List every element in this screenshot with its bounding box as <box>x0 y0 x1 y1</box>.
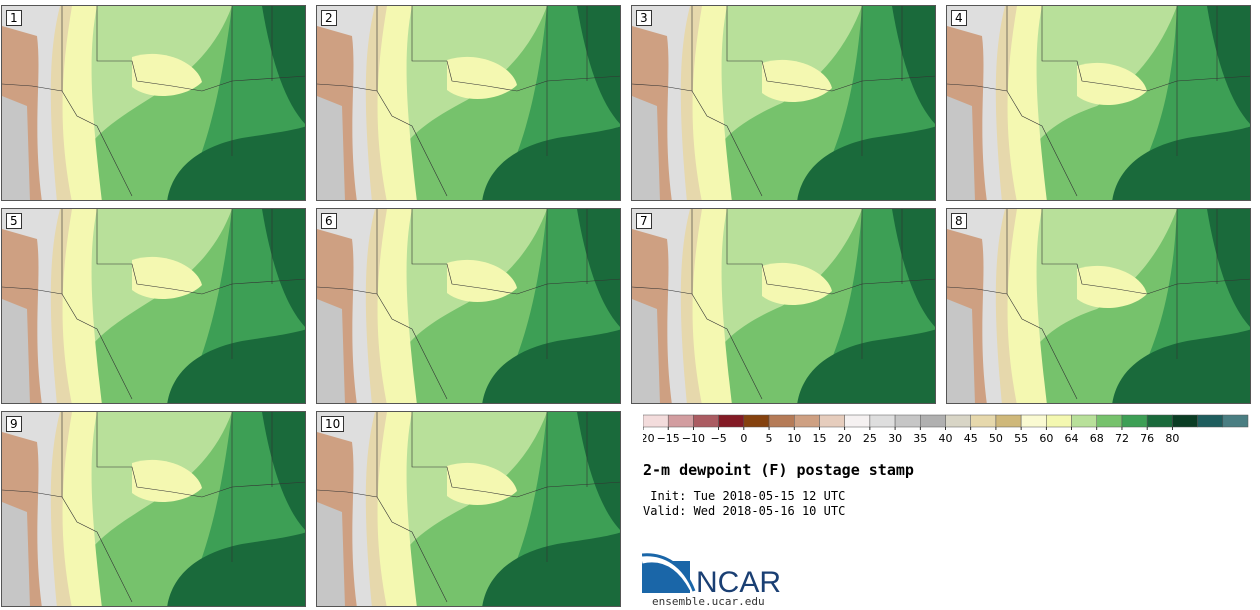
member-number: 1 <box>6 10 22 26</box>
logo-url: ensemble.ucar.edu <box>652 595 765 608</box>
colorbar-swatch <box>945 414 971 428</box>
colorbar-tick-label: 25 <box>863 432 877 444</box>
member-number: 3 <box>636 10 652 26</box>
colorbar-swatch <box>768 414 795 428</box>
stamp-panel-9: 9 <box>1 411 306 607</box>
colorbar-swatch <box>693 414 719 428</box>
logo-wordmark: NCAR <box>696 566 781 595</box>
colorbar: −20−15−10 −5 0 5 10 15 20 25 30 35 40 45 50 55 60 64 68 7… <box>643 414 1249 444</box>
colorbar-swatch <box>1121 414 1148 428</box>
stamp-panel-7: 7 <box>631 208 936 404</box>
dewpoint-map <box>2 6 305 200</box>
member-number: 2 <box>321 10 337 26</box>
stamp-panel-4: 4 <box>946 5 1251 201</box>
colorbar-tick-label: 5 <box>766 432 773 444</box>
colorbar-swatch <box>1197 414 1224 428</box>
colorbar-tick-label: −5 <box>711 432 727 444</box>
colorbar-swatch <box>1172 414 1198 428</box>
dewpoint-map <box>632 6 935 200</box>
run-times: Init: Tue 2018-05-15 12 UTC Valid: Wed 20… <box>643 489 845 519</box>
member-number: 6 <box>321 213 337 229</box>
colorbar-tick-label: −20 <box>643 432 655 444</box>
colorbar-swatch <box>970 414 997 428</box>
colorbar-swatch <box>1146 414 1173 428</box>
colorbar-tick-label: 10 <box>787 432 801 444</box>
colorbar-swatch <box>794 414 820 428</box>
colorbar-swatch <box>1071 414 1097 428</box>
colorbar-tick-label: 80 <box>1165 432 1179 444</box>
dewpoint-map <box>317 6 620 200</box>
colorbar-tick-label: 40 <box>939 432 953 444</box>
dewpoint-map <box>317 209 620 403</box>
stamp-panel-8: 8 <box>946 208 1251 404</box>
product-title: 2-m dewpoint (F) postage stamp <box>643 461 914 479</box>
stamp-panel-1: 1 <box>1 5 306 201</box>
member-number: 10 <box>321 416 345 432</box>
colorbar-tick-label: 64 <box>1065 432 1079 444</box>
dewpoint-map <box>947 6 1250 200</box>
colorbar-swatch <box>1020 414 1047 428</box>
stamp-panel-2: 2 <box>316 5 621 201</box>
member-number: 4 <box>951 10 967 26</box>
colorbar-tick-label: 0 <box>740 432 747 444</box>
colorbar-swatch <box>1222 414 1249 428</box>
colorbar-tick-label: 76 <box>1140 432 1154 444</box>
ncar-logo: NCAR <box>642 553 781 595</box>
colorbar-tick-label: 45 <box>964 432 978 444</box>
member-number: 5 <box>6 213 22 229</box>
colorbar-swatch <box>1046 414 1072 428</box>
dewpoint-map <box>2 412 305 606</box>
colorbar-swatch <box>667 414 694 428</box>
colorbar-tick-label: 15 <box>812 432 826 444</box>
stamp-panel-5: 5 <box>1 208 306 404</box>
colorbar-tick-label: 20 <box>838 432 852 444</box>
colorbar-swatch <box>718 414 745 428</box>
member-number: 8 <box>951 213 967 229</box>
colorbar-swatch <box>819 414 845 428</box>
colorbar-swatch <box>1096 414 1123 428</box>
colorbar-tick-label: 35 <box>913 432 927 444</box>
colorbar-swatch <box>920 414 946 428</box>
colorbar-swatch <box>995 414 1022 428</box>
stamp-panel-6: 6 <box>316 208 621 404</box>
colorbar-swatch <box>643 414 669 428</box>
stamp-panel-3: 3 <box>631 5 936 201</box>
colorbar-tick-label: 55 <box>1014 432 1028 444</box>
valid-time: Valid: Wed 2018-05-16 10 UTC <box>643 504 846 518</box>
member-number: 9 <box>6 416 22 432</box>
stamp-panel-10: 10 <box>316 411 621 607</box>
colorbar-swatch <box>869 414 896 428</box>
dewpoint-map <box>317 412 620 606</box>
colorbar-swatch <box>743 414 770 428</box>
dewpoint-map <box>2 209 305 403</box>
colorbar-swatch <box>894 414 921 428</box>
colorbar-tick-label: −10 <box>682 432 705 444</box>
dewpoint-map <box>947 209 1250 403</box>
colorbar-swatch <box>844 414 871 428</box>
colorbar-tick-label: 30 <box>888 432 902 444</box>
colorbar-tick-label: −15 <box>657 432 680 444</box>
member-number: 7 <box>636 213 652 229</box>
colorbar-tick-label: 60 <box>1039 432 1053 444</box>
dewpoint-map <box>632 209 935 403</box>
colorbar-tick-label: 50 <box>989 432 1003 444</box>
colorbar-tick-label: 72 <box>1115 432 1129 444</box>
init-time: Init: Tue 2018-05-15 12 UTC <box>643 489 846 503</box>
colorbar-tick-label: 68 <box>1090 432 1104 444</box>
